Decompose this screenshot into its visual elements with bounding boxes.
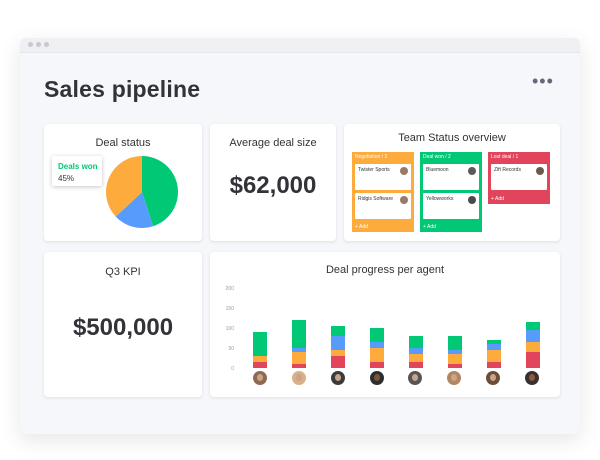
deal-card[interactable]: Ridgis Software (355, 193, 411, 219)
agent-avatar[interactable] (331, 371, 345, 385)
card-title: Deal status (95, 137, 151, 149)
bar-segment[interactable] (370, 348, 384, 362)
bar-segment[interactable] (487, 344, 501, 350)
app-window: Sales pipeline ••• Deal status Deals won… (20, 38, 580, 434)
window-dot-icon (44, 42, 49, 47)
agent-avatar[interactable] (525, 371, 539, 385)
add-item-button[interactable]: + Add (491, 196, 504, 202)
bar-segment[interactable] (409, 336, 423, 348)
deal-card[interactable]: Yellowworks (423, 193, 479, 219)
team-status-card: Team Status overview Negotiation / 2 Twi… (344, 124, 560, 241)
pie-slice[interactable] (115, 192, 154, 228)
bar-segment[interactable] (526, 352, 540, 368)
bar-segment[interactable] (487, 340, 501, 344)
bar-segment[interactable] (448, 336, 462, 350)
avatar (400, 167, 408, 175)
card-title: Average deal size (229, 137, 317, 149)
status-column-deal-won[interactable]: Deal won / 2 Bluemoon Yellowworks + Add (420, 152, 482, 232)
column-body: Bluemoon Yellowworks + Add (420, 163, 482, 232)
add-item-button[interactable]: + Add (423, 224, 436, 230)
bar-segment[interactable] (526, 330, 540, 342)
deal-card[interactable]: Zift Records (491, 164, 547, 190)
avatar (468, 196, 476, 204)
bar-segment[interactable] (292, 364, 306, 368)
bar-segment[interactable] (370, 342, 384, 348)
window-dot-icon (28, 42, 33, 47)
deal-card-name: Ridgis Software (358, 196, 394, 202)
pie-slice[interactable] (106, 156, 142, 217)
q3-kpi-card: Q3 KPI $500,000 (44, 252, 202, 397)
window-titlebar (20, 38, 580, 53)
page-title: Sales pipeline (44, 76, 201, 102)
bar-segment[interactable] (448, 364, 462, 368)
y-tick-label: 0 (231, 366, 234, 372)
avatar (468, 167, 476, 175)
agent-avatar[interactable] (408, 371, 422, 385)
bar-segment[interactable] (253, 332, 267, 356)
average-deal-card: Average deal size $62,000 (210, 124, 336, 241)
agent-avatar[interactable] (486, 371, 500, 385)
bar-segment[interactable] (526, 322, 540, 330)
bar-segment[interactable] (487, 362, 501, 368)
bar-segment[interactable] (331, 336, 345, 350)
bar-segment[interactable] (487, 350, 501, 362)
y-tick-label: 100 (225, 326, 234, 332)
tooltip-label: Deals won (58, 162, 98, 171)
bar-segment[interactable] (331, 356, 345, 368)
average-deal-value: $62,000 (229, 172, 317, 199)
agent-avatar[interactable] (370, 371, 384, 385)
deal-status-pie-chart (106, 156, 178, 228)
avatar (400, 196, 408, 204)
bar-segment[interactable] (331, 326, 345, 336)
pie-slice[interactable] (142, 156, 178, 227)
agent-avatar[interactable] (253, 371, 267, 385)
tooltip-value: 45% (58, 174, 75, 183)
bar-segment[interactable] (448, 350, 462, 354)
y-tick-label: 200 (225, 286, 234, 292)
column-header: Deal won / 2 (420, 152, 482, 163)
q3-kpi-value: $500,000 (72, 314, 174, 341)
deal-card-name: Twister Sports (358, 167, 390, 173)
status-column-lost-deal[interactable]: Lost deal / 1 Zift Records + Add (488, 152, 550, 204)
bar-segment[interactable] (526, 342, 540, 352)
status-column-negotiation[interactable]: Negotiation / 2 Twister Sports Ridgis So… (352, 152, 414, 232)
deal-progress-bar-chart (253, 320, 540, 368)
more-options-icon[interactable]: ••• (532, 71, 554, 91)
chart-title: Deal progress per agent (325, 264, 444, 276)
deal-card-name: Bluemoon (426, 167, 449, 173)
bar-segment[interactable] (409, 362, 423, 368)
column-body: Zift Records + Add (488, 163, 550, 204)
bar-segment[interactable] (292, 352, 306, 364)
deal-card[interactable]: Twister Sports (355, 164, 411, 190)
bar-segment[interactable] (292, 348, 306, 352)
column-header: Negotiation / 2 (352, 152, 414, 163)
pie-tooltip: Deals won 45% (52, 156, 102, 186)
deal-card[interactable]: Bluemoon (423, 164, 479, 190)
y-tick-label: 50 (228, 346, 234, 352)
deal-status-card: Deal status Deals won 45% (44, 124, 202, 241)
bar-segment[interactable] (370, 362, 384, 368)
bar-segment[interactable] (292, 320, 306, 348)
card-title: Q3 KPI (105, 266, 141, 278)
bar-segment[interactable] (253, 362, 267, 368)
avatar (536, 167, 544, 175)
bar-segment[interactable] (409, 354, 423, 362)
deal-card-name: Zift Records (494, 167, 521, 173)
agent-avatar[interactable] (447, 371, 461, 385)
y-tick-label: 150 (225, 306, 234, 312)
bar-segment[interactable] (409, 348, 423, 354)
window-dot-icon (36, 42, 41, 47)
column-body: Twister Sports Ridgis Software + Add (352, 163, 414, 232)
add-item-button[interactable]: + Add (355, 224, 368, 230)
column-header: Lost deal / 1 (488, 152, 550, 163)
bar-segment[interactable] (331, 350, 345, 356)
deal-progress-card: Deal progress per agent 200 150 100 50 0 (210, 252, 560, 397)
bar-segment[interactable] (253, 356, 267, 362)
deal-card-name: Yellowworks (426, 196, 454, 202)
card-title: Team Status overview (398, 132, 506, 144)
agent-avatar[interactable] (292, 371, 306, 385)
bar-segment[interactable] (370, 328, 384, 342)
bar-segment[interactable] (448, 354, 462, 364)
